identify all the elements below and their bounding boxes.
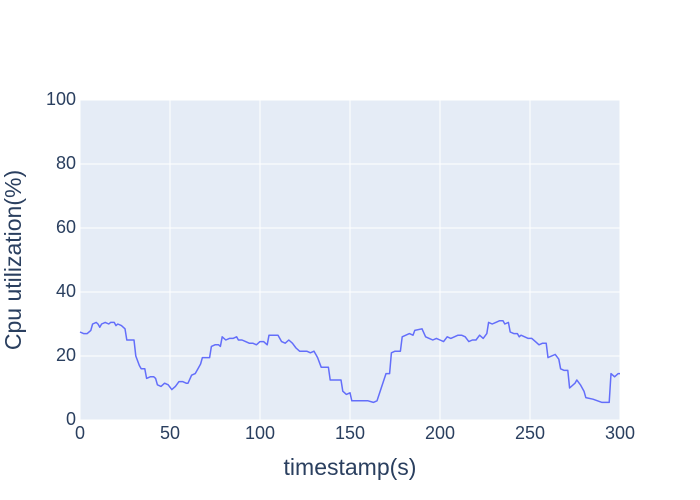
y-tick-label: 100 [46, 89, 76, 109]
y-tick-label: 40 [56, 281, 76, 301]
x-tick-label: 150 [335, 423, 365, 443]
x-tick-label: 50 [160, 423, 180, 443]
y-tick-label: 20 [56, 345, 76, 365]
x-tick-label: 250 [515, 423, 545, 443]
x-axis-title: timestamp(s) [284, 454, 417, 480]
x-tick-label: 0 [75, 423, 85, 443]
data-line [79, 320, 620, 404]
x-tick-label: 300 [605, 423, 635, 443]
y-tick-label: 60 [56, 217, 76, 237]
x-tick-label: 200 [425, 423, 455, 443]
y-axis-title: Cpu utilization(%) [0, 170, 26, 350]
y-tick-label: 80 [56, 153, 76, 173]
x-tick-label: 100 [245, 423, 275, 443]
y-tick-label: 0 [66, 409, 76, 429]
